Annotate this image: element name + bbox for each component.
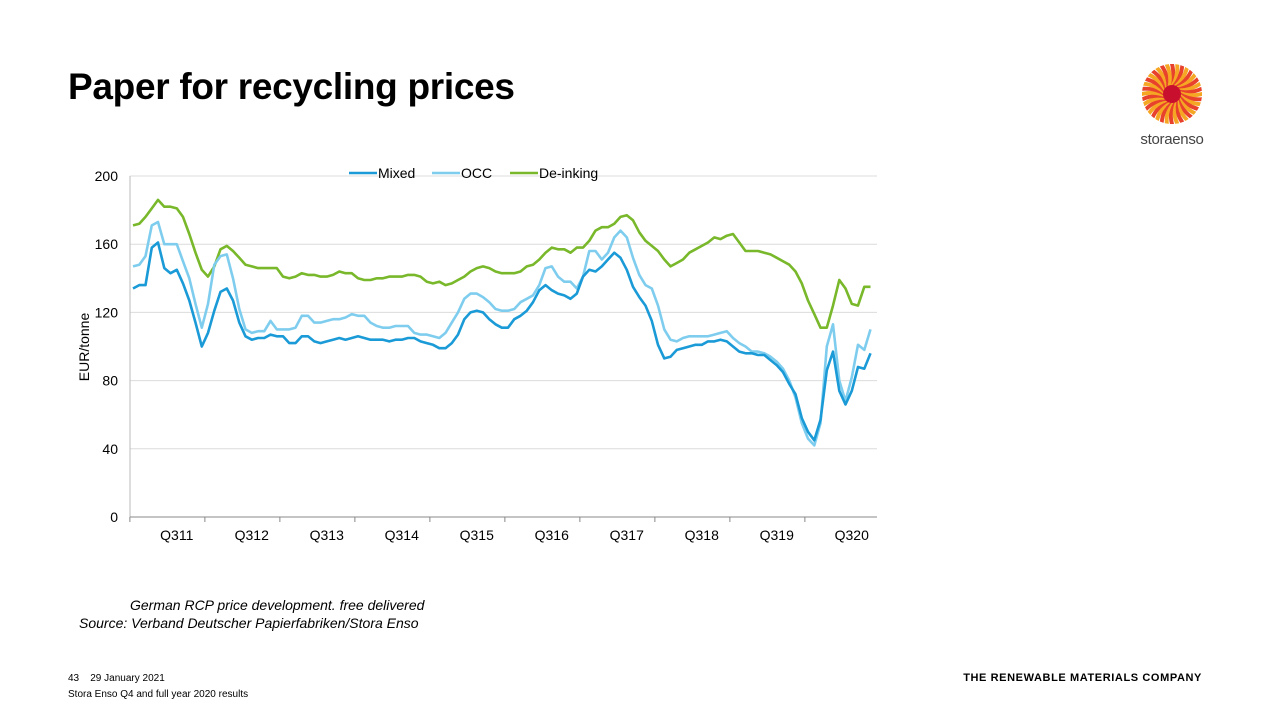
sun-ray bbox=[1147, 73, 1166, 92]
legend-label: Mixed bbox=[378, 165, 415, 181]
sun-ray bbox=[1176, 99, 1189, 121]
page-number: 43 bbox=[68, 673, 80, 684]
sun-ray bbox=[1164, 101, 1174, 124]
sun-center bbox=[1163, 85, 1181, 103]
series-line-occ bbox=[132, 220, 872, 447]
stora-enso-logo: storaenso bbox=[1140, 64, 1204, 148]
footer-page-date: 43 29 January 2021 bbox=[68, 673, 165, 684]
page-title: Paper for recycling prices bbox=[68, 66, 515, 107]
footer-subtitle: Stora Enso Q4 and full year 2020 results bbox=[68, 689, 249, 700]
legend-label: De-inking bbox=[539, 165, 598, 181]
sun-ray bbox=[1170, 64, 1180, 87]
y-tick-label: 120 bbox=[95, 304, 119, 320]
sun-ray bbox=[1178, 96, 1197, 115]
sun-ray bbox=[1164, 64, 1172, 87]
sun-ray bbox=[1142, 86, 1165, 96]
y-axis-label: EUR/tonne bbox=[76, 313, 92, 382]
sun-ray bbox=[1151, 69, 1167, 90]
x-tick-label: Q320 bbox=[835, 527, 869, 543]
y-tick-label: 0 bbox=[110, 509, 118, 525]
sun-ray bbox=[1179, 92, 1202, 102]
sun-ray bbox=[1155, 100, 1171, 121]
sun-ray bbox=[1159, 65, 1170, 88]
sun-ray bbox=[1177, 77, 1199, 90]
legend: Mixed OCC De-inking bbox=[349, 165, 598, 181]
sun-ray bbox=[1143, 81, 1165, 95]
chart-note: German RCP price development. free deliv… bbox=[130, 597, 425, 613]
x-tick-label: Q316 bbox=[535, 527, 569, 543]
y-tick-label: 80 bbox=[102, 373, 118, 389]
sun-ray bbox=[1142, 94, 1165, 102]
sun-ray bbox=[1145, 77, 1166, 93]
x-tick-label: Q312 bbox=[235, 527, 269, 543]
svg-text:storaenso: storaenso bbox=[1140, 131, 1203, 148]
sun-ray bbox=[1179, 93, 1201, 107]
x-tick-label: Q311 bbox=[160, 527, 193, 543]
sun-ray bbox=[1173, 67, 1189, 88]
sun-ray bbox=[1174, 100, 1185, 123]
x-tick-label: Q314 bbox=[385, 527, 419, 543]
sun-ray bbox=[1145, 98, 1167, 111]
sun-ray bbox=[1178, 95, 1199, 111]
y-tick-label: 200 bbox=[95, 168, 119, 184]
sun-ray bbox=[1178, 81, 1201, 92]
sun-ray bbox=[1171, 65, 1185, 87]
sun-ray bbox=[1172, 101, 1180, 124]
footer-date: 29 January 2021 bbox=[90, 673, 165, 684]
x-tick-label: Q319 bbox=[760, 527, 794, 543]
price-chart: 0 40 80 120 160 200 Q311 Q312 Q313 Q314 Q315 Q316 Q3… bbox=[76, 165, 877, 543]
sun-ray bbox=[1159, 101, 1173, 123]
sun-ray bbox=[1147, 99, 1168, 115]
sun-ray bbox=[1155, 67, 1168, 89]
x-tick-label: Q318 bbox=[685, 527, 719, 543]
tagline: THE RENEWABLE MATERIALS COMPANY bbox=[963, 672, 1202, 684]
sun-ray bbox=[1151, 100, 1170, 119]
x-tick-label: Q317 bbox=[610, 527, 644, 543]
sun-ray bbox=[1143, 96, 1166, 107]
sun-ray bbox=[1177, 98, 1193, 119]
series-line-mixed bbox=[132, 241, 872, 442]
sun-ray bbox=[1176, 73, 1197, 89]
sun-logo-icon bbox=[1142, 64, 1202, 124]
legend-label: OCC bbox=[461, 165, 492, 181]
series-line-de-inking bbox=[132, 198, 871, 329]
x-tick-label: Q315 bbox=[460, 527, 494, 543]
y-tick-label: 160 bbox=[95, 236, 119, 252]
y-tick-label: 40 bbox=[102, 441, 118, 457]
sun-ray bbox=[1179, 86, 1202, 94]
sun-ray bbox=[1174, 69, 1193, 88]
x-tick-label: Q313 bbox=[310, 527, 344, 543]
chart-source: Source: Verband Deutscher Papierfabriken… bbox=[79, 615, 419, 631]
